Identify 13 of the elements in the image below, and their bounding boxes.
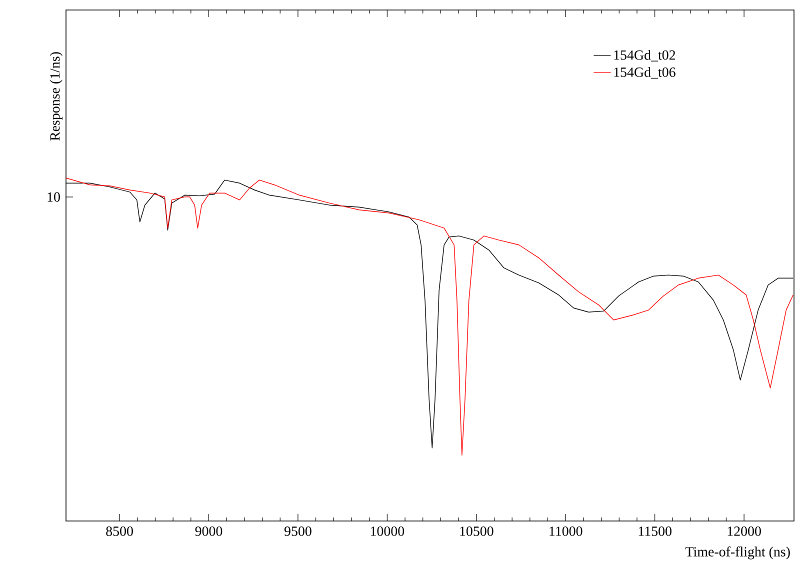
x-tick-label: 8500 — [106, 526, 133, 536]
y-axis-title: Response (1/ns) — [50, 52, 62, 141]
x-axis-title: Time-of-flight (ns) — [685, 546, 790, 560]
x-tick-label: 10500 — [460, 526, 494, 536]
x-tick-label: 11500 — [638, 526, 672, 536]
x-tick-label: 9000 — [195, 526, 222, 536]
text: 10 — [48, 192, 60, 202]
legend-label: 154Gd_t02 — [614, 50, 676, 62]
x-tick-label: 10000 — [370, 526, 404, 536]
legend-label: 154Gd_t06 — [614, 67, 676, 79]
x-tick-label: 11000 — [550, 526, 582, 536]
x-tick-label: 9500 — [284, 526, 312, 536]
x-tick-label: 12000 — [728, 526, 761, 536]
